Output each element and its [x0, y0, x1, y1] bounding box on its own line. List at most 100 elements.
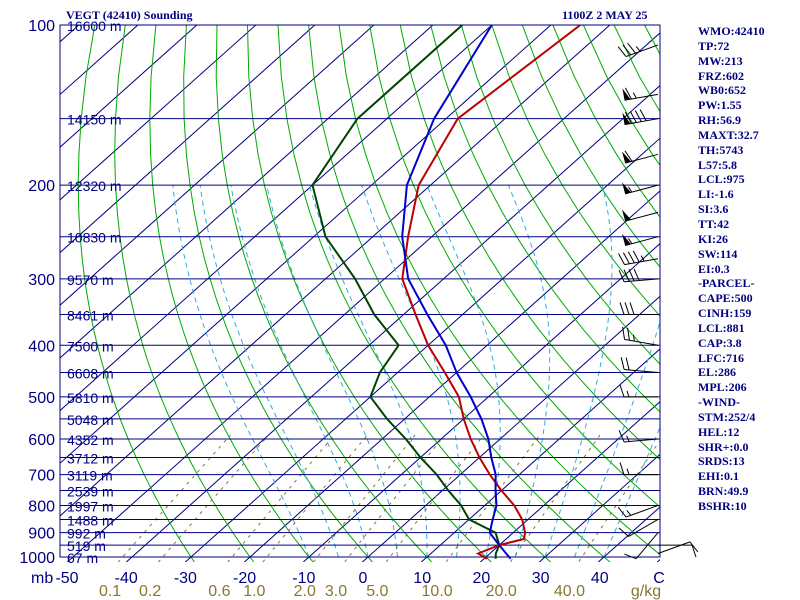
index-line: -WIND- [698, 395, 740, 410]
dry-adiabat [399, 25, 660, 461]
pressure-label: 100 [28, 18, 55, 35]
mixing-ratio-line [312, 434, 416, 562]
index-line: -PARCEL- [698, 276, 755, 291]
dry-adiabat [247, 25, 492, 562]
wind-barb-full [624, 553, 637, 560]
height-label: 3712 m [67, 450, 114, 466]
chart-title: VEGT (42410) Sounding [66, 8, 193, 22]
dry-adiabat [77, 25, 195, 562]
wind-pennant [622, 209, 631, 222]
wind-barb [624, 338, 659, 346]
wind-barb-full [689, 541, 699, 553]
mixing-ratio-label: 0.1 [99, 583, 121, 600]
wind-pennant [622, 151, 631, 164]
indices-panel: WMO:42410 TP:72 MW:213 FRZ:602 WB0:652 PW:1.5… [698, 24, 765, 514]
wind-barb-half [626, 510, 632, 516]
wind-pennant [622, 233, 631, 246]
mixing-ratio-line [157, 434, 269, 562]
wind-barb-full [627, 327, 630, 341]
wind-barb-full [629, 111, 637, 123]
height-label: 16600 m [67, 18, 121, 34]
wind-barb-half [628, 238, 633, 244]
index-line: KI:26 [698, 231, 728, 246]
isotherm-line [60, 25, 375, 306]
index-line: LCL:975 [698, 172, 745, 187]
dewpoint-line [311, 25, 501, 559]
height-label: 1488 m [67, 512, 114, 528]
wind-barb-half [626, 435, 630, 442]
wind-barb [625, 44, 659, 58]
index-line: MPL:206 [698, 380, 747, 395]
wind-barb-full [622, 326, 626, 340]
moist-adiabat [266, 184, 398, 558]
index-line: L57:5.8 [698, 157, 737, 172]
dry-adiabat [767, 25, 800, 568]
temperature-tick-label: -50 [55, 570, 78, 587]
pressure-label: 200 [28, 178, 55, 195]
pressure-label: 400 [28, 338, 55, 355]
pressure-label: 1000 [19, 550, 55, 567]
dry-adiabat [149, 25, 314, 562]
wind-barb-full [618, 527, 629, 537]
wind-barb [624, 278, 659, 283]
height-label: 6608 m [67, 366, 114, 382]
pressure-label: 500 [28, 390, 55, 407]
pressure-label: 800 [28, 498, 55, 515]
parcel-line [401, 25, 512, 560]
wind-barb-full [619, 384, 625, 398]
wind-barb [624, 258, 659, 266]
height-label: 5048 m [67, 412, 114, 428]
index-line: SW:114 [698, 246, 738, 261]
wind-barb-half [628, 186, 633, 193]
temperature-tick-label: 30 [532, 570, 550, 587]
wind-barb-full [619, 462, 625, 475]
wind-barb-full [617, 506, 627, 518]
mixing-ratio-label: 20.0 [486, 583, 517, 600]
dry-adiabat [215, 25, 433, 562]
mixing-ratio-label: 10.0 [422, 583, 453, 600]
dry-adiabat [582, 25, 660, 167]
grid-lines [0, 25, 800, 568]
wind-barb-half [626, 468, 630, 475]
mixing-ratio-line [227, 434, 335, 562]
height-label: 992 m [67, 526, 106, 542]
wind-barb-full [618, 269, 625, 282]
mixing-ratio-line [509, 434, 601, 562]
height-label: 2539 m [67, 484, 114, 500]
wind-barb-half [640, 255, 645, 262]
temperature-tick-label: 40 [591, 570, 609, 587]
isotherm-line [479, 400, 660, 562]
height-label: 7500 m [67, 338, 114, 354]
wind-pennant [622, 182, 631, 194]
index-line: MAXT:32.7 [698, 127, 759, 142]
index-line: LI:-1.6 [698, 187, 734, 202]
wind-barb [625, 504, 659, 518]
isotherm-line [184, 137, 660, 562]
dry-adiabat [521, 25, 660, 268]
temperature-tick-label: 10 [413, 570, 431, 587]
index-line: EL:286 [698, 365, 737, 380]
isotherm-line [60, 25, 434, 359]
index-line: CAPE:500 [698, 291, 753, 306]
wind-barb-full [634, 110, 642, 122]
index-line: TH:5743 [698, 142, 744, 157]
isotherm-line [538, 453, 660, 562]
wind-barb-full [625, 357, 630, 371]
pressure-label: 300 [28, 272, 55, 289]
wind-barb [624, 438, 659, 443]
isotherm-line [0, 25, 20, 568]
temperature-tick-label: 20 [473, 570, 491, 587]
wind-barb-full [618, 430, 625, 443]
wind-pennant [622, 112, 631, 125]
dry-adiabat [460, 25, 660, 365]
index-line: LCL:881 [698, 320, 745, 335]
moist-adiabat [230, 185, 369, 558]
mixing-ratio-line [344, 434, 445, 562]
index-line: SHR+:0.0 [698, 439, 749, 454]
mixing-ratio-line [385, 434, 484, 562]
wind-barb-full [628, 269, 635, 282]
mixing-ratio-label: 0.6 [208, 583, 230, 600]
dry-adiabat [183, 25, 374, 562]
index-line: CAP:3.8 [698, 335, 742, 350]
wind-barb-full [627, 42, 636, 54]
